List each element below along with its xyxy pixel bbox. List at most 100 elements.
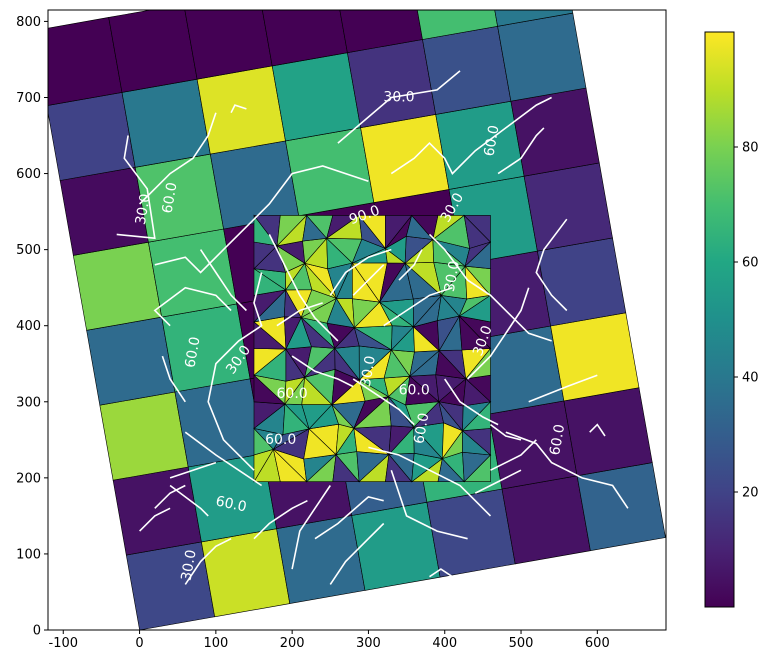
x-tick-label: -100 xyxy=(49,636,79,651)
y-tick-label: 100 xyxy=(16,547,41,562)
contour-label: 60.0 xyxy=(277,386,308,402)
contour-line xyxy=(314,496,384,540)
contour-line xyxy=(161,355,186,403)
x-tick-label: 0 xyxy=(135,636,143,651)
grid-cell xyxy=(347,39,437,129)
contour-line xyxy=(505,431,629,509)
grid-cell xyxy=(262,10,348,67)
contour-label: 60.0 xyxy=(182,336,203,369)
contour-line xyxy=(390,469,468,540)
contour-line xyxy=(429,568,453,578)
y-tick-label: 0 xyxy=(33,624,41,639)
contour-line xyxy=(199,249,247,312)
contour-line xyxy=(207,272,263,471)
mesh-triangle xyxy=(463,215,491,243)
contour-line xyxy=(184,431,263,487)
grid-cell xyxy=(201,528,291,618)
contour-line xyxy=(230,104,247,114)
y-tick-label: 300 xyxy=(16,395,41,410)
contour-line xyxy=(337,70,461,144)
contour-label: 60.0 xyxy=(214,493,248,515)
contour-line xyxy=(428,233,552,342)
grid-cell xyxy=(510,87,600,177)
contour-line xyxy=(490,423,522,441)
mesh-triangle xyxy=(432,215,466,241)
contour-line xyxy=(139,112,217,205)
contour-line xyxy=(467,287,530,380)
grid-cell xyxy=(360,114,450,203)
grid-cell xyxy=(276,515,366,604)
contour-line xyxy=(329,522,385,585)
colorbar-tick-label: 80 xyxy=(742,141,759,156)
plot-frame xyxy=(47,9,667,631)
colorbar-tick-label: 20 xyxy=(742,486,759,501)
grid-cell xyxy=(174,378,264,468)
grid-cell xyxy=(537,237,627,327)
x-tick-label: 400 xyxy=(432,636,457,651)
contour-line xyxy=(268,234,339,342)
contour-label: 60.0 xyxy=(160,181,181,214)
contour-line xyxy=(169,484,209,517)
contour-line xyxy=(368,446,492,517)
y-tick-label: 700 xyxy=(16,91,41,106)
grid-cell xyxy=(576,462,666,552)
mesh-triangle xyxy=(326,215,361,240)
contour-label: 60.0 xyxy=(265,432,296,448)
contour-label: 60.0 xyxy=(399,382,430,398)
contour-line xyxy=(116,135,156,240)
grid-cell xyxy=(416,10,498,40)
contour-line xyxy=(153,286,232,327)
y-tick-label: 200 xyxy=(16,471,41,486)
grid-cell xyxy=(339,10,423,54)
y-tick-label: 500 xyxy=(16,243,41,258)
contour-line xyxy=(352,378,415,426)
contour-line xyxy=(490,439,537,471)
contour-line xyxy=(497,127,545,175)
grid-cell xyxy=(426,488,516,578)
grid-cell xyxy=(112,466,202,556)
contour-line xyxy=(474,469,522,494)
contour-line xyxy=(276,302,323,327)
contour-line xyxy=(589,423,606,437)
grid-cell xyxy=(99,391,189,481)
contour-line xyxy=(253,499,308,540)
grid-cell xyxy=(86,316,176,406)
grid-cell xyxy=(184,10,273,80)
contour-label: 30.0 xyxy=(358,355,379,388)
contour-line xyxy=(291,355,354,388)
contour-line xyxy=(154,484,186,509)
grid-cell xyxy=(563,387,653,477)
mesh-triangle xyxy=(385,215,413,250)
contour-label: 30.0 xyxy=(442,260,463,293)
x-tick-label: 300 xyxy=(356,636,381,651)
contour-label: 30.0 xyxy=(383,90,414,106)
grid-cell xyxy=(435,100,525,190)
contour-line xyxy=(528,374,598,403)
grid-cell xyxy=(108,10,198,93)
grid-cell xyxy=(351,501,441,591)
grid-cell xyxy=(48,17,123,106)
contour-label: 60.0 xyxy=(411,412,432,445)
contour-label: 30.0 xyxy=(133,193,154,226)
contour-label: 60.0 xyxy=(481,124,502,157)
mesh-triangle xyxy=(276,215,308,247)
contour-label: 30.0 xyxy=(179,549,200,582)
colorbar-tick-label: 40 xyxy=(742,371,759,386)
grid-cell xyxy=(497,12,587,102)
x-tick-label: 100 xyxy=(203,636,228,651)
grid-cell xyxy=(494,10,574,27)
contour-line xyxy=(184,537,232,585)
x-tick-label: 500 xyxy=(509,636,534,651)
x-tick-label: 200 xyxy=(280,636,305,651)
grid-cell xyxy=(271,52,361,142)
grid-cell xyxy=(523,162,613,252)
y-tick-label: 600 xyxy=(16,167,41,182)
grid-cell xyxy=(501,475,591,565)
contour-line xyxy=(169,461,217,479)
contour-line xyxy=(352,264,385,296)
y-tick-label: 800 xyxy=(16,15,41,30)
contour-label: 60.0 xyxy=(547,423,568,456)
colorbar xyxy=(704,31,735,608)
